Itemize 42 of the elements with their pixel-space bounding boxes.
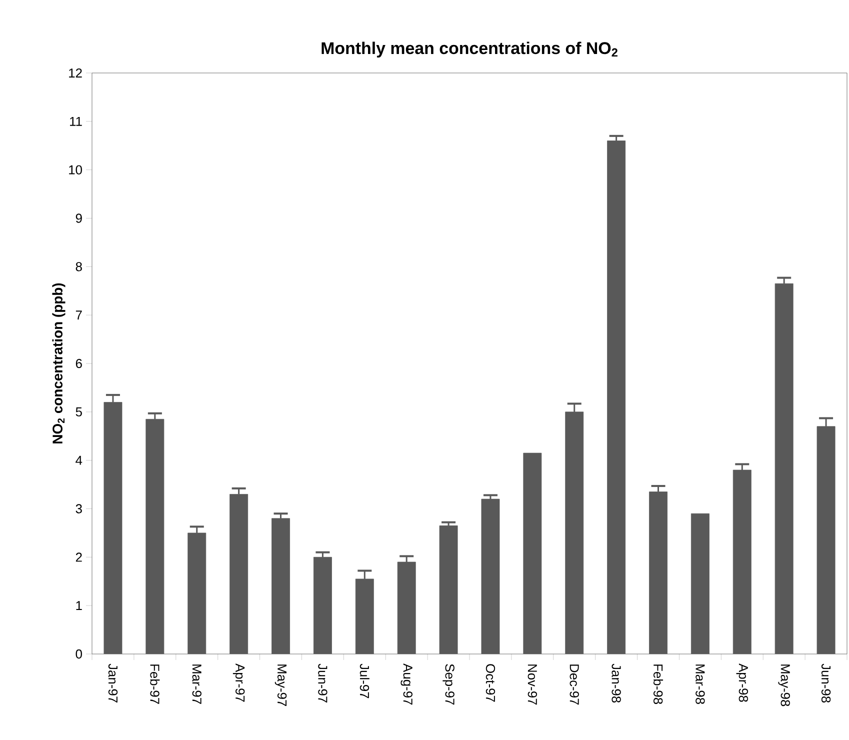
x-tick-label: Sep-97	[442, 664, 454, 705]
y-tick-label: 9	[76, 214, 82, 223]
x-tick-label: Apr-97	[232, 664, 245, 702]
y-tick-label: 0	[76, 649, 82, 659]
y-tick-label: 2	[76, 552, 82, 562]
x-tick-label: Nov-97	[528, 664, 538, 705]
x-tick-label: Apr-98	[736, 664, 748, 702]
x-tick-label: Jun-98	[821, 664, 831, 703]
x-tick-label: Dec-97	[570, 664, 579, 705]
x-tick-label: Aug-97	[400, 664, 412, 705]
bar	[146, 418, 164, 654]
x-tick-label: Mar-97	[192, 664, 202, 704]
x-tick-label: Oct-97	[486, 664, 496, 702]
chart-title: Monthly mean concentrations of NO$_{2}$	[322, 42, 618, 58]
bar	[439, 525, 458, 654]
y-tick-label: 8	[76, 262, 82, 272]
y-tick-label: 11	[70, 116, 82, 126]
x-tick-label: Jan-98	[612, 664, 621, 703]
y-tick-label: 7	[76, 310, 82, 320]
y-tick-label: 4	[76, 456, 82, 465]
bar	[607, 140, 626, 654]
x-tick-label: Feb-98	[654, 664, 664, 704]
y-tick-label: 5	[76, 407, 82, 416]
y-axis-title: NO$_{2}$ concentration (ppb)	[52, 283, 66, 444]
x-tick-label: Jul-97	[360, 664, 370, 698]
y-tick-label: 10	[69, 165, 82, 174]
x-tick-label: Mar-98	[696, 664, 705, 704]
x-tick-label: Jun-97	[318, 664, 328, 702]
bar	[313, 556, 332, 654]
y-tick-label: 3	[76, 504, 82, 514]
bar	[774, 283, 794, 654]
y-tick-label: 6	[76, 358, 82, 368]
x-tick-label: Jan-97	[108, 664, 118, 702]
x-tick-label: Feb-97	[150, 664, 160, 704]
bar	[690, 513, 710, 654]
x-tick-label: May-98	[778, 664, 790, 706]
x-tick-label: May-97	[274, 664, 287, 706]
bar	[523, 452, 542, 654]
bar	[272, 518, 290, 654]
y-tick-label: 12	[69, 68, 82, 78]
bar	[481, 498, 500, 654]
y-tick-label: 1	[76, 601, 82, 610]
